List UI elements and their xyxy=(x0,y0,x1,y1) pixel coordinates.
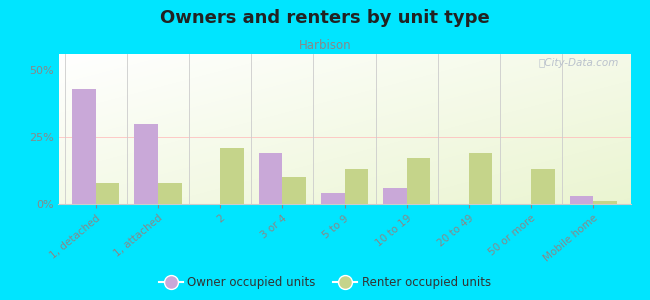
Legend: Owner occupied units, Renter occupied units: Owner occupied units, Renter occupied un… xyxy=(154,272,496,294)
Bar xyxy=(383,188,407,204)
Bar xyxy=(469,153,493,204)
Text: ⓘCity-Data.com: ⓘCity-Data.com xyxy=(539,58,619,68)
Bar xyxy=(531,169,554,204)
Bar xyxy=(135,124,158,204)
Bar xyxy=(407,158,430,204)
Bar xyxy=(220,148,244,204)
Bar xyxy=(344,169,368,204)
Bar xyxy=(259,153,282,204)
Bar xyxy=(593,201,617,204)
Text: Owners and renters by unit type: Owners and renters by unit type xyxy=(160,9,490,27)
Bar xyxy=(96,183,120,204)
Bar xyxy=(321,193,345,204)
Bar xyxy=(569,196,593,204)
Text: Harbison: Harbison xyxy=(299,39,351,52)
Bar xyxy=(158,183,181,204)
Bar xyxy=(72,89,96,204)
Bar xyxy=(282,177,306,204)
